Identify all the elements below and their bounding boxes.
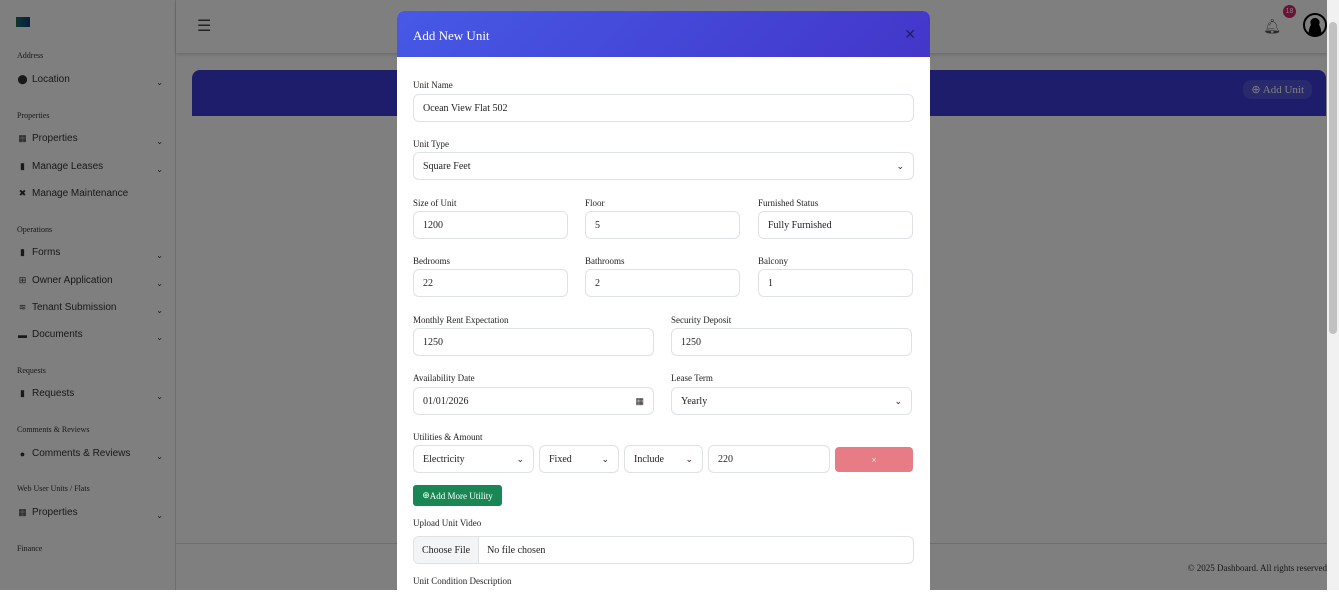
unit_type-select[interactable]: Square Feet ⌄ <box>413 152 914 180</box>
availability-select[interactable]: 01/01/2026 ▦ <box>413 387 654 415</box>
size-input[interactable]: 1200 <box>413 211 568 239</box>
balcony-label: Balcony <box>758 256 788 266</box>
close-icon[interactable]: ✕ <box>904 28 916 43</box>
floor-value: 5 <box>595 219 600 231</box>
add-more-utility-button[interactable]: ⊕ Add More Utility <box>413 485 502 506</box>
floor-label: Floor <box>585 198 605 208</box>
availability-value: 01/01/2026 <box>423 395 469 407</box>
scrollbar-thumb[interactable] <box>1329 22 1337 334</box>
rent-value: 1250 <box>423 336 443 348</box>
chevron-down-icon: ⌄ <box>601 453 609 464</box>
furnished-input[interactable]: Fully Furnished <box>758 211 913 239</box>
size-value: 1200 <box>423 219 443 231</box>
bathrooms-value: 2 <box>595 277 600 289</box>
deposit-value: 1250 <box>681 336 701 348</box>
balcony-value: 1 <box>768 277 773 289</box>
lease_term-value: Yearly <box>681 395 708 407</box>
bathrooms-label: Bathrooms <box>585 256 625 266</box>
floor-input[interactable]: 5 <box>585 211 740 239</box>
video-label: Upload Unit Video <box>413 518 482 528</box>
rent-input[interactable]: 1250 <box>413 328 654 356</box>
choose-file-button[interactable]: Choose File <box>414 537 480 563</box>
remove-utility-button[interactable]: × <box>835 447 913 472</box>
unit_type-value: Square Feet <box>423 160 471 172</box>
unit-video-file-input[interactable]: Choose File No file chosen <box>413 536 914 564</box>
chevron-down-icon: ⌄ <box>685 453 693 464</box>
bedrooms-input[interactable]: 22 <box>413 269 568 297</box>
unit_type-label: Unit Type <box>413 139 449 149</box>
modal-title: Add New Unit <box>413 28 490 43</box>
add-unit-modal: Add New Unit ✕ Unit Name Ocean View Flat … <box>397 11 930 611</box>
balcony-input[interactable]: 1 <box>758 269 913 297</box>
lease_term-label: Lease Term <box>671 373 713 383</box>
modal-header: Add New Unit <box>397 11 930 57</box>
chevron-down-icon: ⌄ <box>516 453 524 464</box>
utility-amount-input[interactable]: 220 <box>708 445 830 473</box>
deposit-input[interactable]: 1250 <box>671 328 912 356</box>
add-more-label: Add More Utility <box>429 490 493 501</box>
unit_name-input[interactable]: Ocean View Flat 502 <box>413 94 914 122</box>
bedrooms-label: Bedrooms <box>413 256 450 266</box>
availability-label: Availability Date <box>413 373 475 383</box>
utility-type-select[interactable]: Electricity ⌄ <box>413 445 534 473</box>
bedrooms-value: 22 <box>423 277 433 289</box>
calendar-icon[interactable]: ▦ <box>635 395 644 406</box>
utilities-label: Utilities & Amount <box>413 432 483 442</box>
plus-circle-icon: ⊕ <box>422 490 430 500</box>
condition-label: Unit Condition Description <box>413 576 512 586</box>
furnished-value: Fully Furnished <box>768 219 832 231</box>
deposit-label: Security Deposit <box>671 315 732 325</box>
utility-mode-value: Fixed <box>549 453 572 465</box>
utility-amount-value: 220 <box>718 453 733 465</box>
size-label: Size of Unit <box>413 198 457 208</box>
file-status: No file chosen <box>487 544 546 556</box>
unit_name-value: Ocean View Flat 502 <box>423 102 508 114</box>
utility-include-select[interactable]: Include ⌄ <box>624 445 703 473</box>
chevron-down-icon: ⌄ <box>894 395 902 406</box>
utility-type-value: Electricity <box>423 453 465 465</box>
utility-mode-select[interactable]: Fixed ⌄ <box>539 445 619 473</box>
bathrooms-input[interactable]: 2 <box>585 269 740 297</box>
chevron-down-icon: ⌄ <box>896 160 904 171</box>
lease_term-select[interactable]: Yearly ⌄ <box>671 387 912 415</box>
utility-include-value: Include <box>634 453 664 465</box>
rent-label: Monthly Rent Expectation <box>413 315 509 325</box>
furnished-label: Furnished Status <box>758 198 819 208</box>
scrollbar[interactable] <box>1327 0 1339 590</box>
unit_name-label: Unit Name <box>413 80 453 90</box>
